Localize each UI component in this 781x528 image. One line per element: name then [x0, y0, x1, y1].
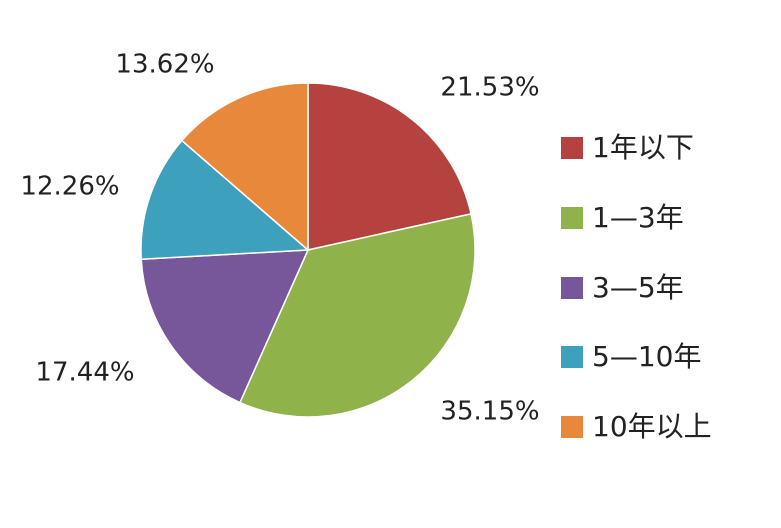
legend-swatch-1	[561, 207, 583, 229]
legend-item-1: 1—3年	[561, 201, 684, 234]
legend-label-1: 1—3年	[592, 201, 684, 234]
legend-item-0: 1年以下	[561, 131, 694, 164]
pie-slice-3	[140, 139, 310, 261]
legend-swatch-4	[561, 416, 583, 438]
legend-label-4: 10年以上	[592, 410, 712, 443]
pie-slice-4	[180, 82, 309, 252]
pie-slice-2	[140, 249, 310, 404]
data-label-2: 17.44%	[35, 358, 134, 388]
legend-item-2: 3—5年	[561, 271, 684, 304]
data-label-4: 13.62%	[115, 50, 214, 80]
legend-swatch-0	[561, 137, 583, 159]
legend-item-4: 10年以上	[561, 410, 712, 443]
legend-swatch-2	[561, 277, 583, 299]
legend-label-0: 1年以下	[592, 131, 694, 164]
legend-swatch-3	[561, 346, 583, 368]
legend-item-3: 5—10年	[561, 340, 701, 373]
pie-slice-0	[307, 82, 472, 251]
legend-label-2: 3—5年	[592, 271, 684, 304]
data-label-0: 21.53%	[440, 73, 539, 103]
pie-slice-1	[238, 212, 476, 418]
data-label-3: 12.26%	[20, 172, 119, 202]
data-label-1: 35.15%	[440, 397, 539, 427]
legend-label-3: 5—10年	[592, 340, 701, 373]
